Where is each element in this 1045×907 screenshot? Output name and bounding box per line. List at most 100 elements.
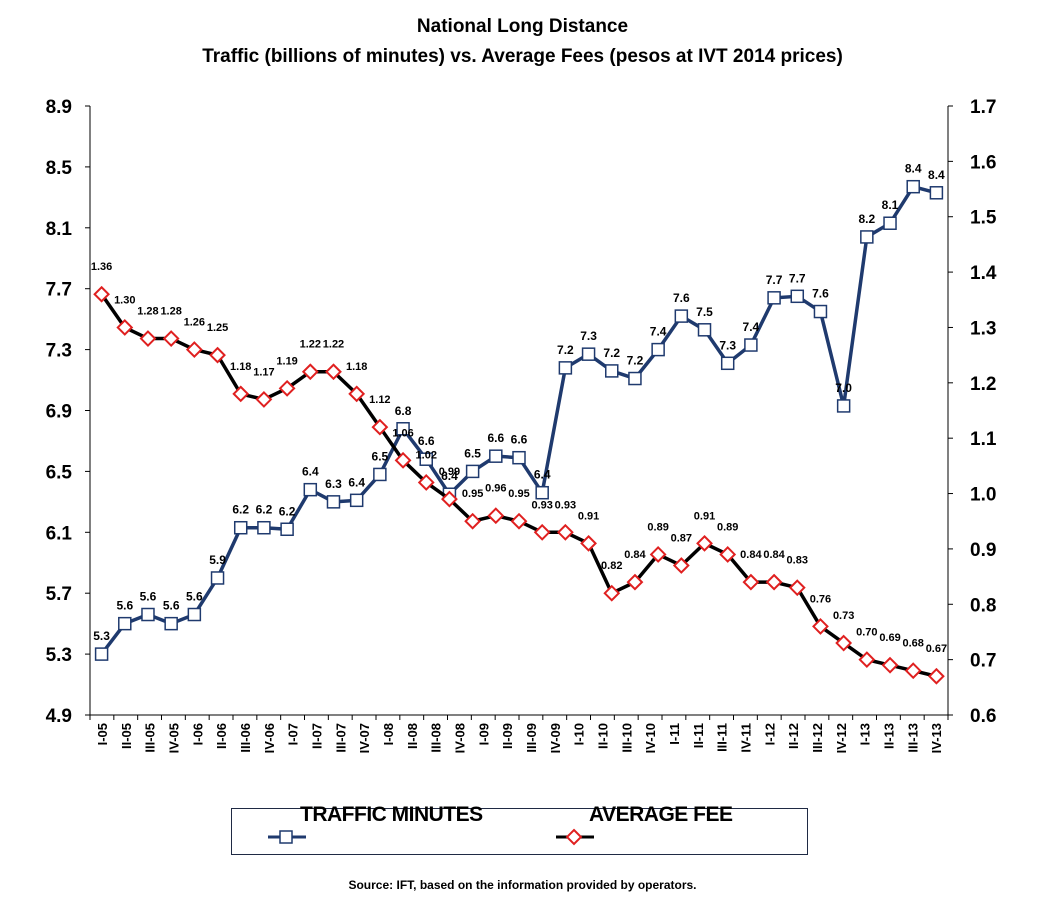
left-tick-label: 7.3	[46, 341, 72, 362]
fee-data-label: 1.26	[184, 317, 205, 329]
traffic-data-label: 6.2	[256, 503, 273, 517]
traffic-data-label: 6.4	[348, 475, 365, 489]
traffic-data-label: 6.5	[372, 449, 389, 463]
traffic-data-label: 6.5	[464, 446, 481, 460]
fee-point	[904, 662, 922, 680]
traffic-point	[697, 323, 712, 337]
traffic-data-label: 5.9	[209, 553, 226, 567]
traffic-point	[489, 449, 503, 463]
fee-data-label: 1.18	[230, 361, 251, 373]
traffic-point	[141, 607, 155, 622]
fee-data-label: 0.68	[903, 638, 924, 650]
fee-data-label: 0.89	[647, 521, 668, 533]
traffic-point	[257, 520, 271, 535]
traffic-point	[720, 356, 735, 371]
fee-data-label: 1.22	[300, 339, 321, 351]
fee-data-label: 1.19	[276, 355, 297, 367]
fee-point	[185, 341, 203, 359]
right-tick-label: 1.3	[970, 318, 996, 339]
x-tick-label: III-08	[429, 723, 444, 753]
chart-plot: 4.95.35.76.16.56.97.37.78.18.58.90.60.70…	[46, 97, 997, 753]
x-tick-label: III-13	[905, 723, 920, 753]
fee-point	[649, 546, 667, 563]
traffic-point	[280, 522, 294, 537]
fee-point	[278, 379, 296, 397]
traffic-point	[628, 371, 642, 386]
fee-point	[255, 391, 273, 408]
fee-point	[696, 534, 713, 552]
fee-point	[116, 319, 134, 336]
fee-data-label: 1.12	[369, 394, 390, 406]
traffic-point	[164, 616, 178, 631]
traffic-point	[94, 647, 109, 661]
traffic-data-label: 7.2	[557, 343, 574, 357]
traffic-data-label: 7.3	[580, 329, 597, 343]
fee-data-label: 0.93	[555, 499, 576, 511]
fee-point	[464, 512, 482, 530]
traffic-data-label: 6.4	[441, 469, 458, 483]
traffic-data-label: 7.2	[603, 346, 620, 360]
fee-data-label: 0.93	[531, 499, 552, 511]
chart-source: Source: IFT, based on the information pr…	[348, 878, 697, 892]
traffic-data-label: 6.2	[232, 503, 249, 517]
right-tick-label: 1.4	[970, 263, 997, 284]
traffic-point	[396, 422, 410, 436]
left-tick-label: 5.3	[46, 645, 72, 666]
traffic-point	[767, 291, 781, 305]
legend-fee-label: AVERAGE FEE	[589, 803, 733, 826]
x-tick-label: IV-13	[929, 723, 944, 753]
x-tick-label: II-05	[119, 723, 134, 749]
right-tick-label: 1.2	[970, 374, 996, 395]
fee-point	[325, 363, 342, 381]
left-tick-label: 5.7	[46, 584, 72, 605]
traffic-point	[118, 616, 132, 631]
right-tick-label: 0.7	[970, 651, 996, 672]
fee-point	[603, 584, 621, 602]
fee-point	[301, 363, 319, 381]
traffic-point	[419, 452, 433, 466]
x-tick-label: II-12	[786, 723, 801, 749]
fee-data-label: 1.28	[137, 306, 158, 318]
x-tick-label: III-09	[524, 723, 539, 753]
fee-data-label: 1.06	[392, 427, 413, 439]
traffic-data-label: 6.6	[511, 433, 528, 447]
fee-point	[927, 667, 945, 685]
left-tick-label: 8.9	[46, 97, 72, 118]
fee-point	[533, 523, 551, 541]
fee-data-label: 1.22	[323, 339, 344, 351]
traffic-data-label: 8.1	[882, 198, 899, 212]
traffic-point	[674, 309, 689, 323]
traffic-point	[744, 338, 758, 352]
fee-point	[209, 346, 226, 364]
traffic-point	[326, 495, 341, 509]
right-tick-label: 1.7	[970, 97, 996, 118]
fee-data-label: 0.69	[879, 632, 900, 644]
traffic-point	[651, 342, 665, 357]
traffic-data-label: 7.4	[743, 320, 760, 334]
fee-point	[441, 490, 458, 508]
traffic-data-label: 7.0	[835, 381, 852, 395]
left-tick-label: 8.1	[46, 219, 73, 240]
x-tick-label: I-08	[381, 723, 396, 745]
x-tick-label: II-10	[595, 723, 610, 749]
left-tick-label: 4.9	[46, 706, 72, 727]
traffic-point	[813, 304, 828, 319]
traffic-point	[883, 216, 897, 230]
fee-data-label: 0.96	[485, 483, 506, 495]
fee-data-label: 0.95	[508, 488, 529, 500]
traffic-point	[535, 485, 549, 500]
fee-point	[371, 418, 389, 436]
x-tick-label: I-13	[858, 723, 873, 745]
traffic-point	[906, 179, 920, 194]
fee-point	[672, 557, 690, 574]
x-tick-label: III-12	[810, 723, 825, 753]
fee-point	[788, 579, 806, 597]
traffic-data-label: 7.2	[627, 354, 644, 368]
left-tick-label: 6.9	[46, 402, 72, 423]
fee-point	[93, 285, 111, 303]
chart-title: National Long Distance	[416, 16, 629, 37]
x-tick-label: I-10	[572, 723, 587, 745]
traffic-data-label: 5.6	[163, 599, 180, 613]
traffic-data-label: 8.4	[928, 168, 945, 182]
traffic-data-label: 7.6	[812, 287, 829, 301]
